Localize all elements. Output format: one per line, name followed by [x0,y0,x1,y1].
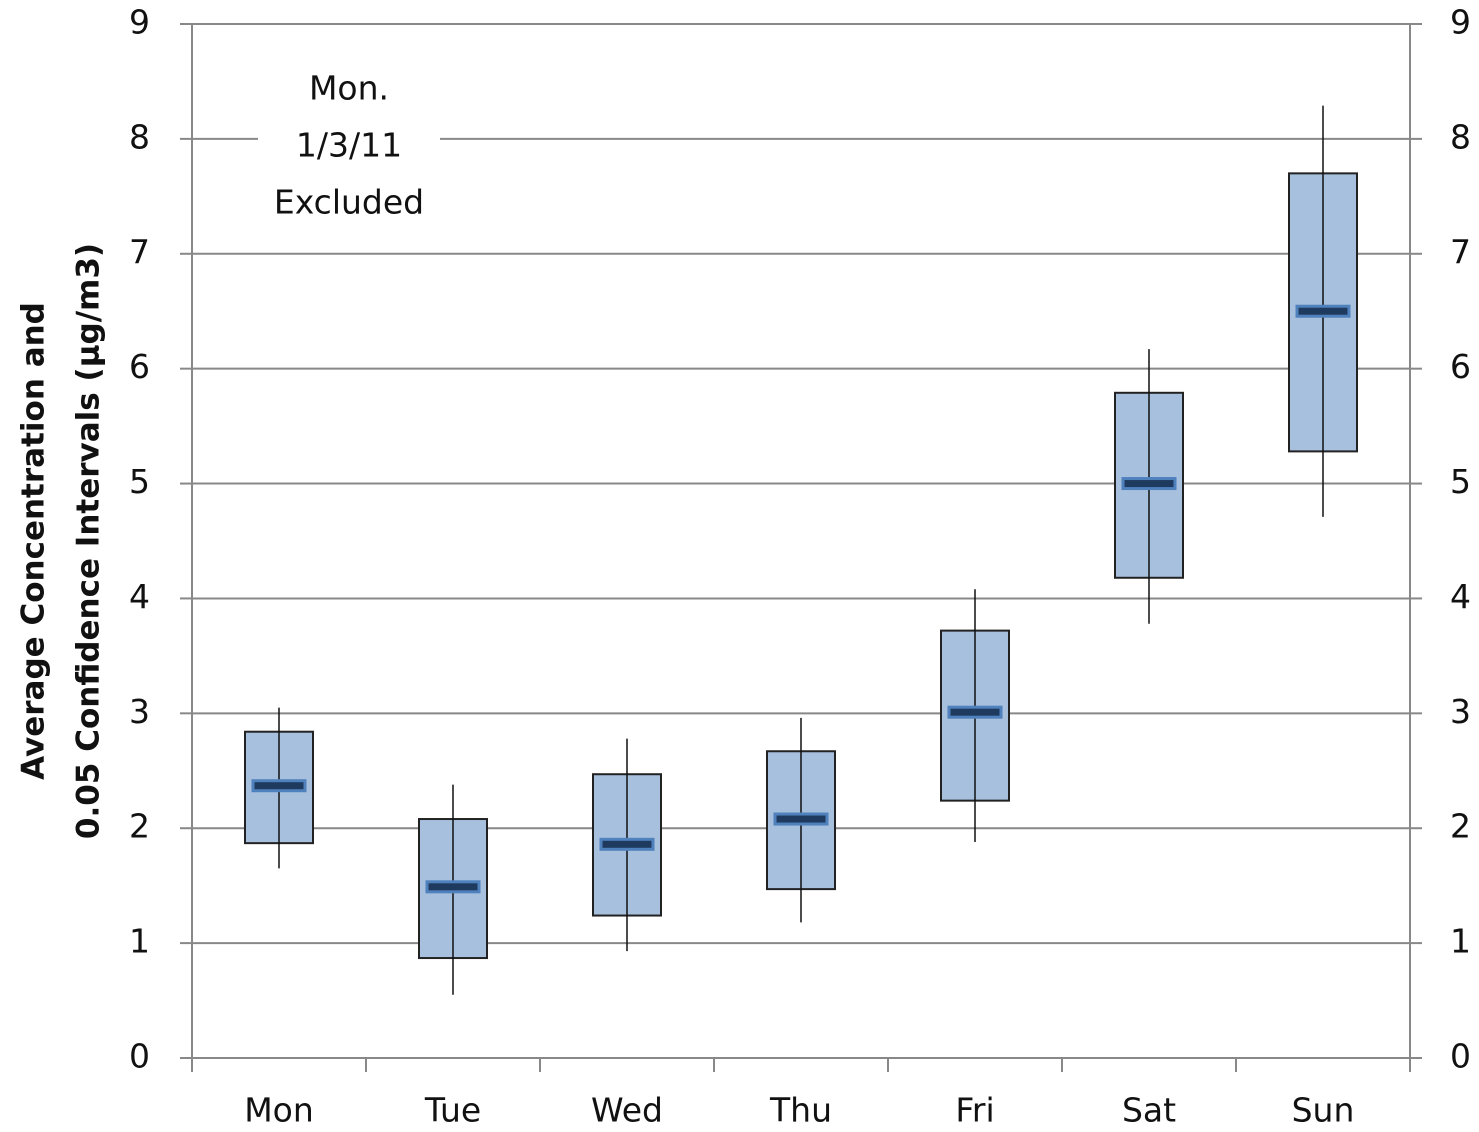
annotation: 1/3/11 [296,126,402,165]
annotation-bg [258,60,440,230]
mean [1295,304,1351,318]
x-tick-label: Mon [244,1091,314,1130]
mean [251,779,307,793]
y-tick-label: 6 [129,347,150,386]
y-tick-label: 2 [129,807,150,846]
mean [1121,477,1177,491]
y-tick-label: 7 [129,232,150,271]
mean [947,705,1003,719]
y-tick-label: 0 [129,1037,150,1076]
y-tick-label: 1 [129,922,150,961]
y-tick-label: 3 [129,692,150,731]
y-axis-title: 0.05 Confidence Intervals (µg/m3) [71,243,107,839]
x-tick-label: Fri [955,1091,994,1130]
x-tick-label: Sun [1292,1091,1355,1130]
y2-tick-label: 0 [1450,1037,1471,1076]
y2-tick-label: 7 [1450,232,1471,271]
y-axis-title: Average Concentration and [16,302,52,780]
y-tick-label: 5 [129,462,150,501]
x-tick-label: Wed [591,1091,663,1130]
mean [773,812,829,826]
y2-tick-label: 2 [1450,807,1471,846]
y2-tick-label: 3 [1450,692,1471,731]
y2-tick-label: 5 [1450,462,1471,501]
y-tick-label: 9 [129,3,150,42]
y2-tick-label: 8 [1450,117,1471,156]
annotation: Excluded [274,183,424,222]
annotation: Mon. [309,69,389,108]
mean [425,880,481,894]
mean [599,837,655,851]
y2-tick-label: 9 [1450,3,1471,42]
x-tick-label: Tue [424,1091,481,1130]
y2-tick-label: 6 [1450,347,1471,386]
y-tick-label: 4 [129,577,150,616]
x-tick-label: Thu [769,1091,832,1130]
x-tick-label: Sat [1122,1091,1176,1130]
y2-tick-label: 1 [1450,922,1471,961]
y2-tick-label: 4 [1450,577,1471,616]
y-tick-label: 8 [129,117,150,156]
